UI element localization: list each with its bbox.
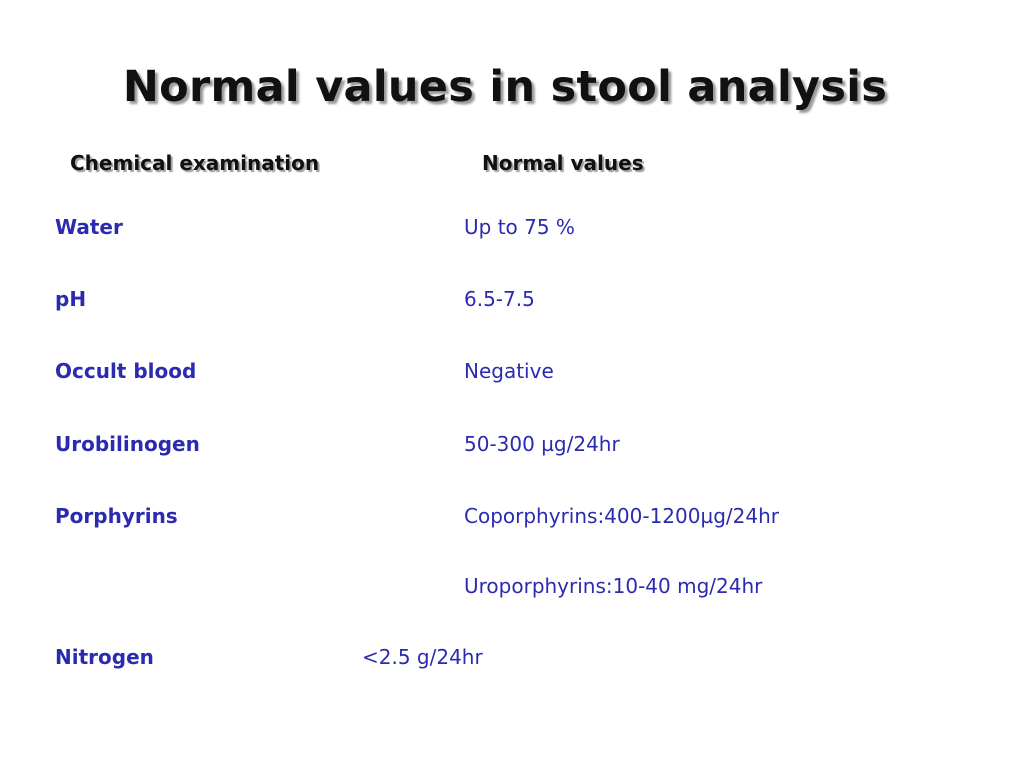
row-value-occult-blood: Negative	[464, 359, 554, 383]
row-value-ph: 6.5-7.5	[464, 287, 535, 311]
column-header-chemical-examination: Chemical examination	[70, 151, 320, 175]
row-label-porphyrins: Porphyrins	[55, 504, 178, 528]
row-value-uroporphyrins: Uroporphyrins:10-40 mg/24hr	[464, 574, 763, 598]
page-title: Normal values in stool analysis	[122, 62, 888, 112]
row-value-nitrogen: <2.5 g/24hr	[362, 645, 483, 669]
column-header-normal-values: Normal values	[482, 151, 644, 175]
row-value-water: Up to 75 %	[464, 215, 575, 239]
row-label-ph: pH	[55, 287, 87, 311]
row-label-nitrogen: Nitrogen	[55, 645, 154, 669]
row-label-urobilinogen: Urobilinogen	[55, 432, 200, 456]
row-value-urobilinogen: 50-300 µg/24hr	[464, 432, 620, 456]
row-label-occult-blood: Occult blood	[55, 359, 197, 383]
row-label-water: Water	[55, 215, 123, 239]
row-value-coporphyrins: Coporphyrins:400-1200µg/24hr	[464, 504, 779, 528]
